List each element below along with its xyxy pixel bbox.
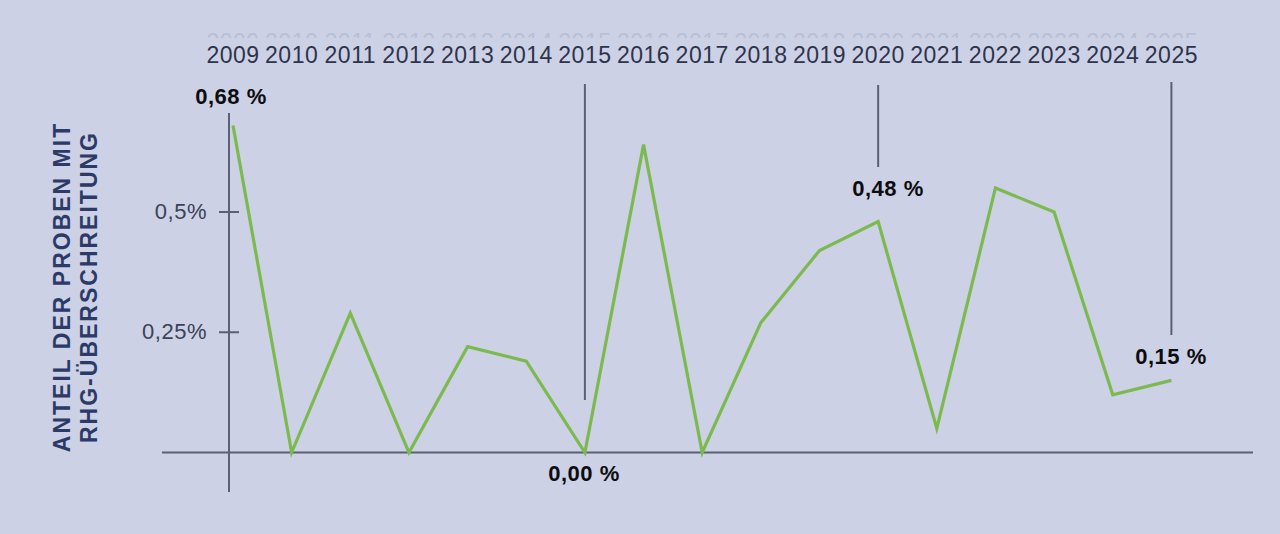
annotation-2015: 0,00 %	[548, 461, 620, 487]
y-tick-label-0,5%: 0,5%	[87, 199, 207, 225]
annotation-2025: 0,15 %	[1135, 344, 1207, 370]
annotation-2009: 0,68 %	[195, 84, 267, 110]
y-tick-label-0,25%: 0,25%	[87, 319, 207, 345]
chart-canvas	[0, 0, 1280, 534]
trend-line	[233, 125, 1171, 452]
rhg-exceedance-chart: 2009201020112012201320142015201620172018…	[0, 0, 1280, 534]
annotation-2020: 0,48 %	[852, 176, 924, 202]
